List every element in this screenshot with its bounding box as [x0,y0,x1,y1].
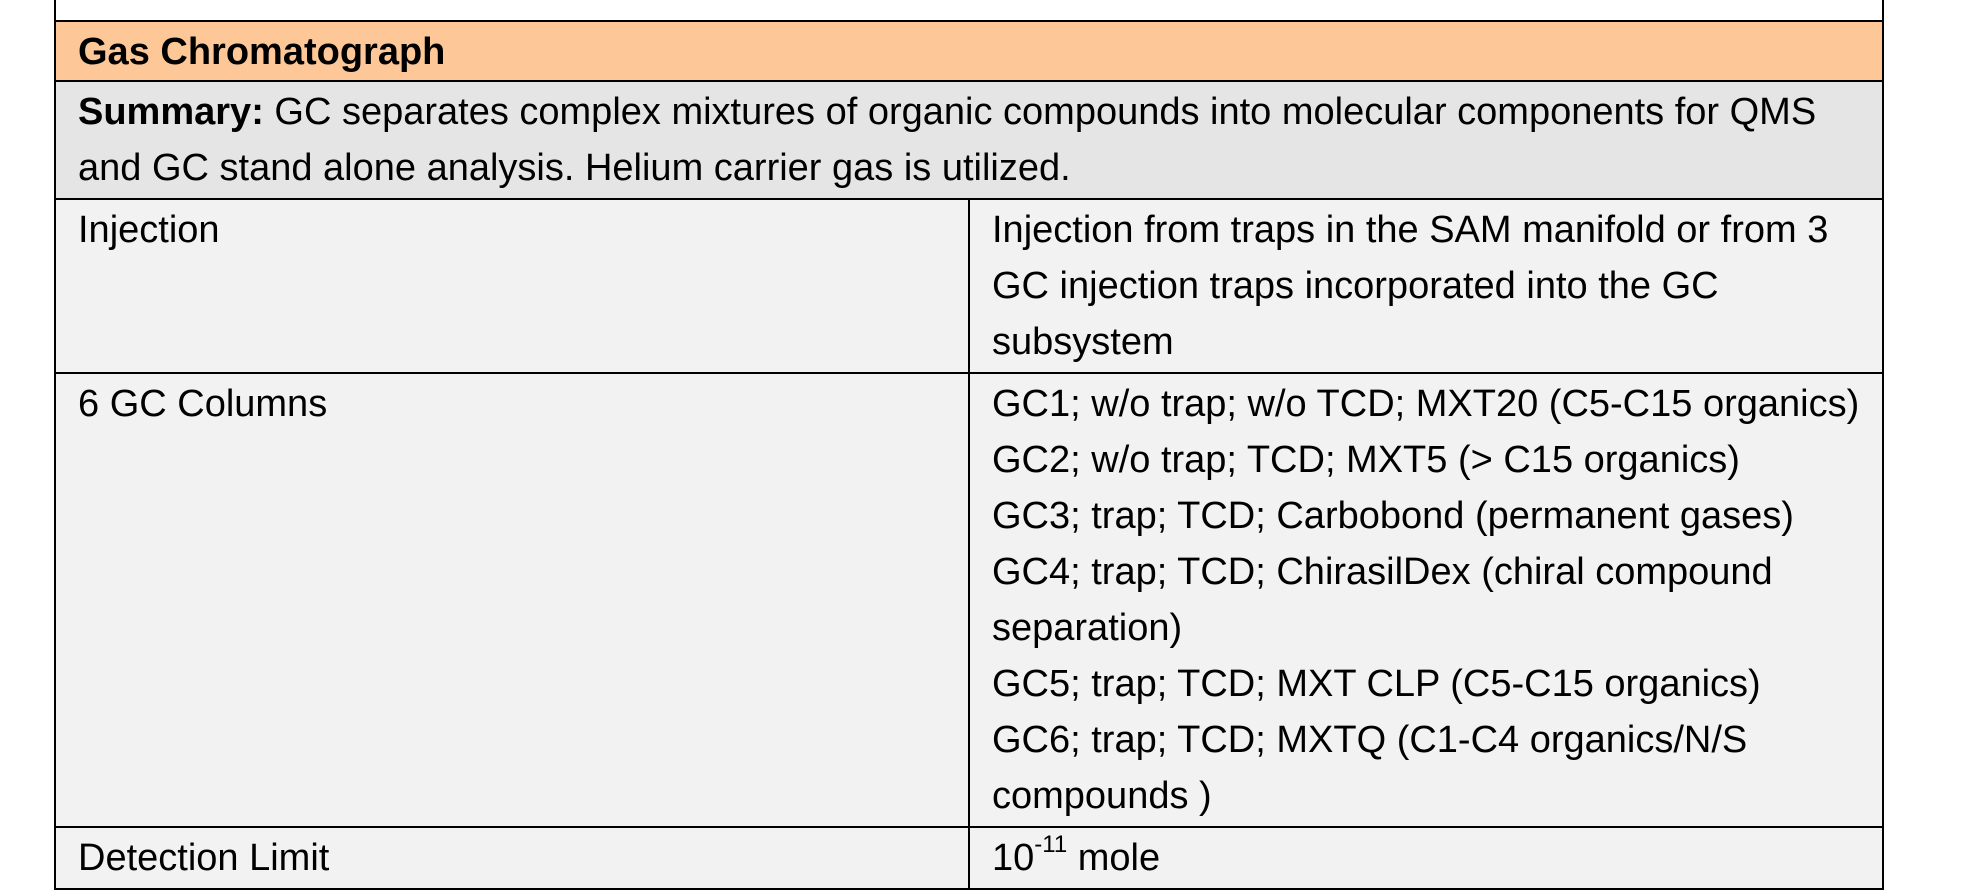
columns-list: GC1; w/o trap; w/o TCD; MXT20 (C5-C15 or… [968,372,1884,828]
detection-base: 10 [992,837,1035,879]
gas-chromatograph-table: Gas Chromatograph Summary: GC separates … [54,20,1884,890]
list-item: GC5; trap; TCD; MXT CLP (C5-C15 organics… [992,663,1761,705]
section-title: Gas Chromatograph [54,20,1884,82]
summary-cell: Summary: GC separates complex mixtures o… [54,80,1884,200]
injection-value: Injection from traps in the SAM manifold… [968,198,1884,374]
detection-value: 10-11 mole [968,826,1884,890]
detection-label: Detection Limit [54,826,970,890]
detection-exponent: -11 [1034,831,1068,859]
table-top-frame [54,0,1884,22]
table-row-columns: 6 GC Columns GC1; w/o trap; w/o TCD; MXT… [54,372,1884,828]
title-row: Gas Chromatograph [54,20,1884,82]
list-item: GC3; trap; TCD; Carbobond (permanent gas… [992,495,1794,537]
list-item: GC6; trap; TCD; MXTQ (C1-C4 organics/N/S… [992,719,1748,817]
list-item: GC1; w/o trap; w/o TCD; MXT20 (C5-C15 or… [992,383,1860,425]
list-item: GC4; trap; TCD; ChirasilDex (chiral comp… [992,551,1773,649]
summary-row: Summary: GC separates complex mixtures o… [54,80,1884,200]
list-item: GC2; w/o trap; TCD; MXT5 (> C15 organics… [992,439,1740,481]
injection-label: Injection [54,198,970,374]
table-row-injection: Injection Injection from traps in the SA… [54,198,1884,374]
table-row-detection: Detection Limit 10-11 mole [54,826,1884,890]
detection-unit: mole [1067,837,1161,879]
columns-label: 6 GC Columns [54,372,970,828]
summary-label: Summary: [78,91,264,133]
summary-text: GC separates complex mixtures of organic… [78,91,1817,189]
